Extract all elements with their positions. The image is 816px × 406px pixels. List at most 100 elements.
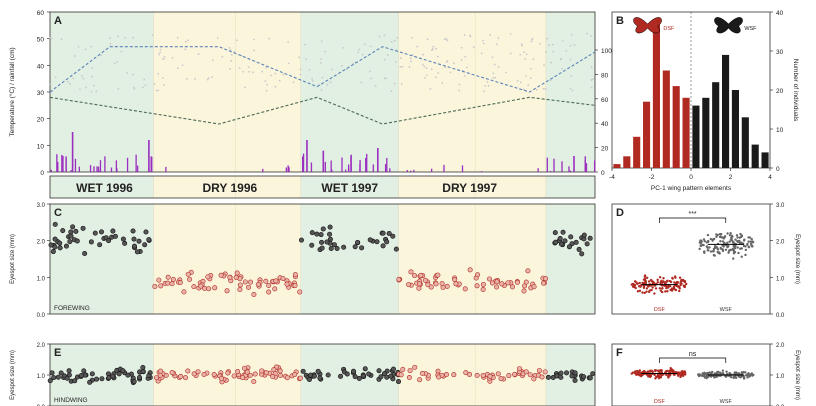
data-point bbox=[390, 366, 396, 372]
data-point bbox=[564, 370, 570, 376]
data-point bbox=[734, 245, 737, 248]
x-tick-label: -2 bbox=[649, 174, 655, 181]
data-point bbox=[162, 58, 164, 60]
data-point bbox=[480, 286, 486, 292]
data-point bbox=[266, 289, 272, 295]
data-point bbox=[551, 43, 554, 46]
data-point bbox=[487, 276, 493, 282]
data-point bbox=[484, 84, 487, 87]
data-point bbox=[441, 82, 444, 84]
data-point bbox=[366, 371, 372, 377]
data-point bbox=[505, 71, 508, 74]
data-point bbox=[270, 74, 272, 77]
data-point bbox=[384, 374, 390, 380]
data-point bbox=[656, 280, 659, 284]
data-point bbox=[100, 54, 102, 56]
data-point bbox=[264, 80, 267, 82]
data-point bbox=[437, 72, 439, 74]
rainfall-bar bbox=[150, 156, 152, 172]
data-point bbox=[645, 287, 649, 290]
data-point bbox=[558, 374, 564, 380]
data-point bbox=[181, 64, 184, 67]
panel-letter: F bbox=[616, 347, 623, 359]
data-point bbox=[639, 374, 643, 378]
data-point bbox=[140, 368, 146, 374]
data-point bbox=[726, 241, 729, 245]
data-point bbox=[380, 243, 386, 249]
data-point bbox=[177, 67, 179, 70]
data-point bbox=[70, 224, 76, 230]
data-point bbox=[242, 365, 248, 371]
data-point bbox=[325, 372, 331, 378]
y-tick-label: 50 bbox=[37, 37, 45, 44]
data-point bbox=[723, 235, 727, 238]
data-point bbox=[88, 239, 94, 245]
data-point bbox=[634, 286, 637, 290]
data-point bbox=[516, 366, 522, 372]
data-point bbox=[162, 84, 165, 86]
data-point bbox=[747, 246, 751, 249]
data-point bbox=[183, 375, 189, 381]
data-point bbox=[52, 236, 58, 242]
data-point bbox=[131, 236, 137, 242]
data-point bbox=[536, 368, 542, 374]
data-point bbox=[318, 232, 324, 238]
data-point bbox=[299, 68, 302, 71]
data-point bbox=[163, 55, 166, 58]
data-point bbox=[492, 72, 495, 75]
data-point bbox=[194, 78, 197, 80]
rainfall-bar bbox=[561, 161, 563, 172]
data-point bbox=[342, 47, 345, 49]
data-point bbox=[487, 373, 493, 379]
data-point bbox=[680, 370, 683, 373]
significance-bracket bbox=[659, 217, 727, 223]
rainfall-bar bbox=[70, 170, 72, 172]
data-point bbox=[143, 229, 149, 235]
y-tick-label: 0 bbox=[40, 170, 44, 177]
rainfall-bar bbox=[344, 169, 347, 172]
series-line bbox=[49, 46, 596, 93]
data-point bbox=[82, 251, 88, 257]
data-point bbox=[327, 231, 333, 237]
data-point bbox=[439, 280, 445, 286]
data-point bbox=[266, 282, 272, 288]
data-point bbox=[248, 70, 251, 73]
category-label: WSF bbox=[720, 399, 733, 405]
data-point bbox=[68, 233, 74, 239]
data-point bbox=[48, 242, 54, 248]
data-point bbox=[569, 58, 572, 61]
data-point bbox=[731, 247, 735, 251]
data-point bbox=[49, 37, 51, 39]
data-point bbox=[590, 86, 593, 89]
data-point bbox=[387, 54, 389, 56]
y-axis-label: Eyespot size (mm) bbox=[794, 234, 800, 284]
data-point bbox=[709, 250, 713, 253]
data-point bbox=[652, 281, 655, 284]
data-point bbox=[326, 83, 329, 86]
data-point bbox=[355, 239, 361, 245]
data-point bbox=[700, 239, 703, 242]
data-point bbox=[569, 373, 575, 379]
y-tick-label: 2.0 bbox=[776, 343, 785, 349]
data-point bbox=[738, 372, 741, 375]
data-point bbox=[706, 249, 709, 252]
data-point bbox=[680, 278, 683, 282]
data-point bbox=[324, 239, 330, 245]
data-point bbox=[728, 240, 731, 243]
data-point bbox=[669, 368, 673, 372]
data-point bbox=[399, 66, 402, 68]
data-point bbox=[408, 269, 414, 275]
data-point bbox=[363, 43, 366, 46]
data-point bbox=[52, 244, 58, 250]
panel-letter: C bbox=[54, 207, 62, 219]
data-point bbox=[659, 376, 663, 379]
data-point bbox=[708, 246, 711, 249]
data-point bbox=[737, 251, 740, 255]
data-point bbox=[568, 234, 574, 240]
data-point bbox=[552, 230, 558, 236]
histogram-bar bbox=[722, 54, 730, 168]
data-point bbox=[113, 62, 116, 65]
rainfall-bar bbox=[573, 156, 575, 172]
data-point bbox=[245, 284, 251, 290]
data-point bbox=[713, 245, 717, 248]
